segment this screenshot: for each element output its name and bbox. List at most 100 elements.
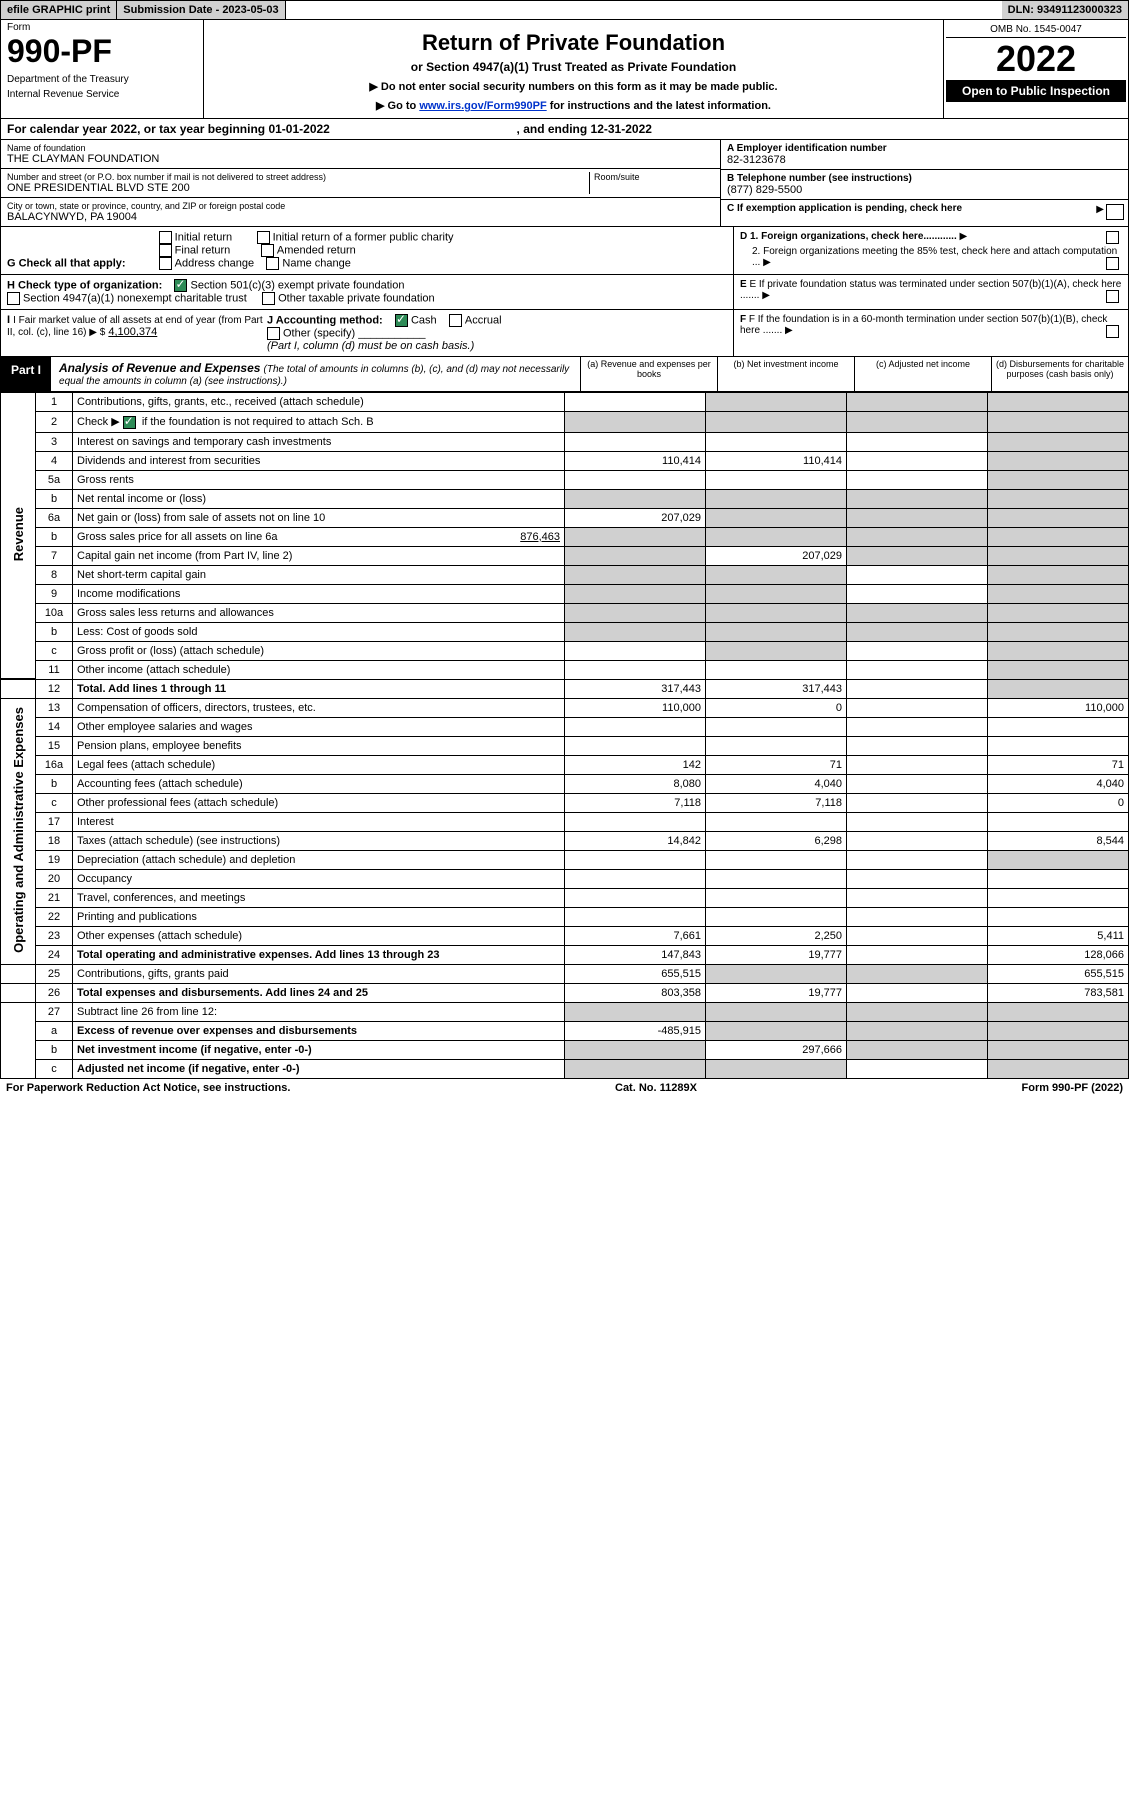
col-b-header: (b) Net investment income — [718, 357, 855, 391]
header-right: OMB No. 1545-0047 2022 Open to Public In… — [943, 20, 1128, 118]
foreign-85-checkbox[interactable] — [1106, 257, 1119, 270]
part1-table: Revenue 1 Contributions, gifts, grants, … — [0, 392, 1129, 1079]
4947a1-checkbox[interactable] — [7, 292, 20, 305]
table-row: 25Contributions, gifts, grants paid 655,… — [1, 964, 1129, 983]
footer: For Paperwork Reduction Act Notice, see … — [0, 1079, 1129, 1097]
efile-button[interactable]: efile GRAPHIC print — [1, 1, 117, 19]
501c3-checkbox[interactable] — [174, 279, 187, 292]
table-row: Revenue 1 Contributions, gifts, grants, … — [1, 393, 1129, 412]
col-d-header: (d) Disbursements for charitable purpose… — [992, 357, 1128, 391]
instr-1: ▶ Do not enter social security numbers o… — [210, 80, 937, 93]
phone-value: (877) 829-5500 — [727, 184, 1122, 196]
table-row: 20Occupancy — [1, 869, 1129, 888]
entity-info: Name of foundation THE CLAYMAN FOUNDATIO… — [0, 140, 1129, 227]
table-row: bNet investment income (if negative, ent… — [1, 1040, 1129, 1059]
table-row: bLess: Cost of goods sold — [1, 622, 1129, 641]
former-charity-checkbox[interactable] — [257, 231, 270, 244]
table-row: 10aGross sales less returns and allowanc… — [1, 603, 1129, 622]
instr-2: ▶ Go to www.irs.gov/Form990PF for instru… — [210, 99, 937, 112]
e-section: E E If private foundation status was ter… — [734, 275, 1128, 309]
table-row: cOther professional fees (attach schedul… — [1, 793, 1129, 812]
amended-return-checkbox[interactable] — [261, 244, 274, 257]
header-center: Return of Private Foundation or Section … — [204, 20, 943, 118]
h-label: H Check type of organization: — [7, 279, 162, 291]
status-terminated-checkbox[interactable] — [1106, 290, 1119, 303]
col-a-header: (a) Revenue and expenses per books — [581, 357, 718, 391]
street-address: ONE PRESIDENTIAL BLVD STE 200 — [7, 182, 589, 194]
g-row: G Check all that apply: Initial return I… — [0, 227, 1129, 275]
table-row: 27Subtract line 26 from line 12: — [1, 1002, 1129, 1021]
form-ref: Form 990-PF (2022) — [1022, 1082, 1123, 1094]
part1-header: Part I Analysis of Revenue and Expenses … — [0, 357, 1129, 392]
table-row: 12Total. Add lines 1 through 11 317,4433… — [1, 679, 1129, 698]
table-row: 15Pension plans, employee benefits — [1, 736, 1129, 755]
other-method-checkbox[interactable] — [267, 327, 280, 340]
table-row: cAdjusted net income (if negative, enter… — [1, 1059, 1129, 1078]
part1-desc: Analysis of Revenue and Expenses (The to… — [51, 357, 581, 391]
exemption-checkbox[interactable] — [1106, 204, 1124, 220]
ein-value: 82-3123678 — [727, 154, 1122, 166]
submission-date: Submission Date - 2023-05-03 — [117, 1, 285, 19]
sch-b-checkbox[interactable] — [123, 416, 136, 429]
table-row: 17Interest — [1, 812, 1129, 831]
accrual-checkbox[interactable] — [449, 314, 462, 327]
ein-cell: A Employer identification number 82-3123… — [721, 140, 1128, 170]
60-month-checkbox[interactable] — [1106, 325, 1119, 338]
table-row: bGross sales price for all assets on lin… — [1, 527, 1129, 546]
room-suite-label: Room/suite — [594, 172, 714, 182]
form-header: Form 990-PF Department of the Treasury I… — [0, 20, 1129, 119]
form-title: Return of Private Foundation — [210, 30, 937, 56]
top-bar: efile GRAPHIC print Submission Date - 20… — [0, 0, 1129, 20]
form-number: 990-PF — [7, 33, 197, 70]
omb-number: OMB No. 1545-0047 — [946, 22, 1126, 38]
table-row: 2 Check ▶ if the foundation is not requi… — [1, 412, 1129, 433]
dept-treasury: Department of the Treasury — [7, 74, 197, 85]
address-change-checkbox[interactable] — [159, 257, 172, 270]
ij-row: I I Fair market value of all assets at e… — [0, 310, 1129, 357]
cat-number: Cat. No. 11289X — [615, 1082, 697, 1094]
table-row: 19Depreciation (attach schedule) and dep… — [1, 850, 1129, 869]
table-row: bNet rental income or (loss) — [1, 489, 1129, 508]
final-return-checkbox[interactable] — [159, 244, 172, 257]
table-row: 8Net short-term capital gain — [1, 565, 1129, 584]
city-state-zip: BALACYNWYD, PA 19004 — [7, 211, 714, 223]
table-row: cGross profit or (loss) (attach schedule… — [1, 641, 1129, 660]
table-row: 3Interest on savings and temporary cash … — [1, 432, 1129, 451]
part1-label: Part I — [1, 357, 51, 391]
cash-checkbox[interactable] — [395, 314, 408, 327]
table-row: 4Dividends and interest from securities … — [1, 451, 1129, 470]
table-row: bAccounting fees (attach schedule) 8,080… — [1, 774, 1129, 793]
table-row: 11Other income (attach schedule) — [1, 660, 1129, 679]
table-row: 18Taxes (attach schedule) (see instructi… — [1, 831, 1129, 850]
table-row: 22Printing and publications — [1, 907, 1129, 926]
table-row: Operating and Administrative Expenses 13… — [1, 698, 1129, 717]
irs-label: Internal Revenue Service — [7, 89, 197, 100]
city-cell: City or town, state or province, country… — [1, 198, 720, 226]
table-row: 6aNet gain or (loss) from sale of assets… — [1, 508, 1129, 527]
h-row: H Check type of organization: Section 50… — [0, 275, 1129, 310]
table-row: 16aLegal fees (attach schedule) 1427171 — [1, 755, 1129, 774]
other-taxable-checkbox[interactable] — [262, 292, 275, 305]
f-section: F F If the foundation is in a 60-month t… — [734, 310, 1128, 356]
j-label: J Accounting method: — [267, 314, 383, 326]
foreign-org-checkbox[interactable] — [1106, 231, 1119, 244]
g-label: G Check all that apply: — [7, 257, 126, 269]
header-left: Form 990-PF Department of the Treasury I… — [1, 20, 204, 118]
revenue-vlabel: Revenue — [1, 393, 36, 680]
initial-return-checkbox[interactable] — [159, 231, 172, 244]
calendar-year-row: For calendar year 2022, or tax year begi… — [0, 119, 1129, 140]
table-row: 26Total expenses and disbursements. Add … — [1, 983, 1129, 1002]
dln: DLN: 93491123000323 — [1002, 1, 1128, 19]
expenses-vlabel: Operating and Administrative Expenses — [1, 698, 36, 964]
table-row: 14Other employee salaries and wages — [1, 717, 1129, 736]
table-row: aExcess of revenue over expenses and dis… — [1, 1021, 1129, 1040]
exemption-pending-cell: C If exemption application is pending, c… — [721, 200, 1128, 217]
form990pf-link[interactable]: www.irs.gov/Form990PF — [419, 100, 546, 112]
table-row: 24Total operating and administrative exp… — [1, 945, 1129, 964]
address-cell: Number and street (or P.O. box number if… — [1, 169, 720, 198]
col-c-header: (c) Adjusted net income — [855, 357, 992, 391]
paperwork-notice: For Paperwork Reduction Act Notice, see … — [6, 1082, 290, 1094]
tax-year: 2022 — [946, 38, 1126, 80]
table-row: 9Income modifications — [1, 584, 1129, 603]
name-change-checkbox[interactable] — [266, 257, 279, 270]
